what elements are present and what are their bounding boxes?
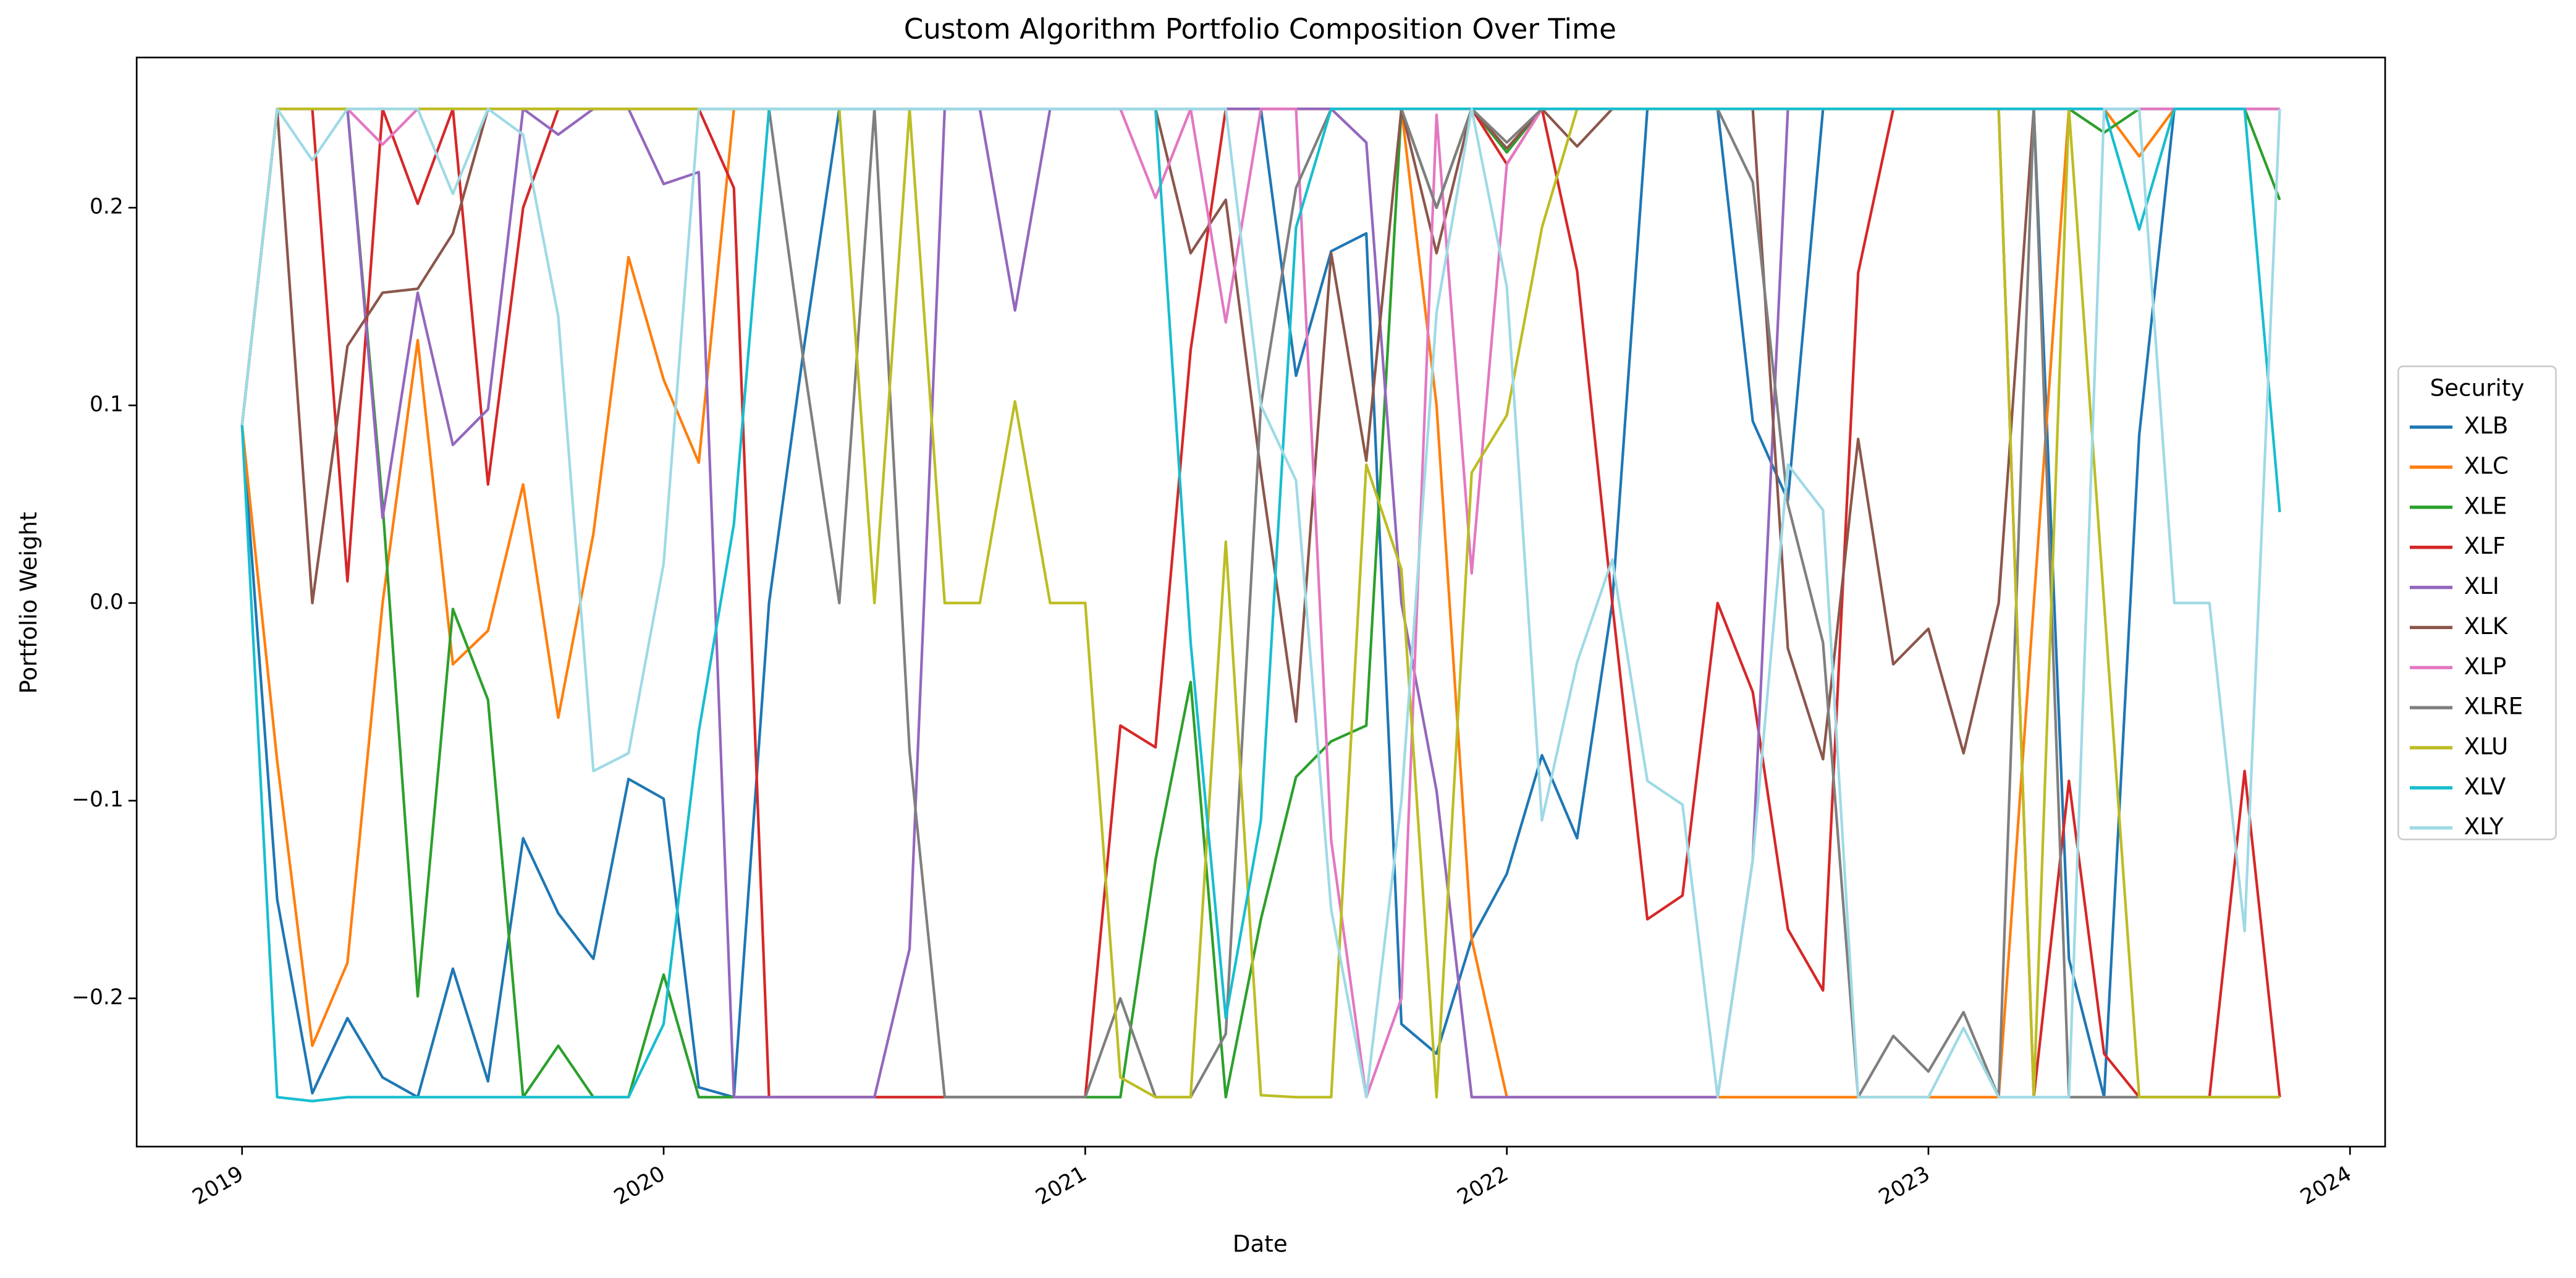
y-axis-label: Portfolio Weight xyxy=(15,512,42,693)
plot-area xyxy=(240,108,2281,1102)
series-line xyxy=(240,108,2281,1102)
legend-label: XLU xyxy=(2464,732,2509,760)
chart-title: Custom Algorithm Portfolio Composition O… xyxy=(904,13,1616,46)
legend-title: Security xyxy=(2430,374,2525,401)
legend-label: XLP xyxy=(2464,653,2507,680)
legend-label: XLE xyxy=(2464,492,2507,519)
legend: Security XLB XLC XLE XLF XLI XLK XLP XLRE XLU XLV… xyxy=(2397,365,2557,840)
y-tick-label: 0.1 xyxy=(90,392,124,417)
legend-label: XLK xyxy=(2464,612,2509,640)
plot-frame xyxy=(135,56,2386,1148)
x-axis-label: Date xyxy=(1233,1230,1288,1257)
y-tick-label: 0.2 xyxy=(90,195,124,219)
legend-label: XLB xyxy=(2464,412,2509,439)
y-tick-label: −0.1 xyxy=(72,787,124,812)
y-tick-label: −0.2 xyxy=(72,985,124,1010)
legend-label: XLV xyxy=(2464,772,2506,800)
legend-label: XLC xyxy=(2464,452,2509,479)
series-line xyxy=(240,108,2281,1099)
legend-box xyxy=(2397,365,2557,840)
legend-label: XLI xyxy=(2464,572,2499,599)
legend-label: XLRE xyxy=(2464,693,2523,720)
legend-label: XLY xyxy=(2464,813,2504,840)
legend-label: XLF xyxy=(2464,532,2506,559)
y-tick-label: 0.0 xyxy=(90,590,124,614)
